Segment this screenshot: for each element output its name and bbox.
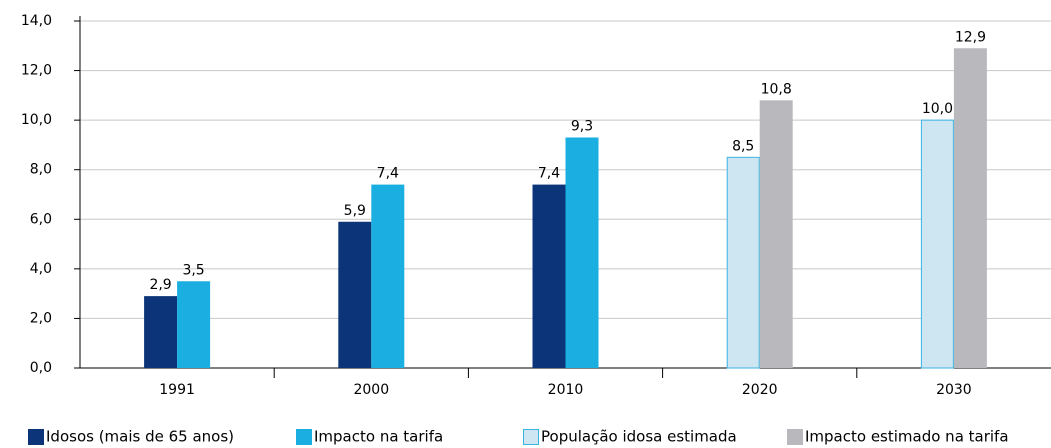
bar	[338, 221, 372, 368]
bar	[759, 100, 793, 369]
value-label: 2,9	[149, 277, 171, 293]
value-label: 7,4	[377, 166, 399, 182]
value-label: 10,8	[761, 81, 792, 97]
legend-swatch	[28, 429, 44, 445]
bar	[177, 281, 211, 368]
y-tick-label: 4,0	[30, 261, 52, 277]
legend-label: Idosos (mais de 65 anos)	[46, 428, 234, 446]
value-label: 10,0	[922, 101, 953, 117]
x-tick-label: 2030	[936, 382, 972, 398]
value-label: 7,4	[538, 166, 560, 182]
legend-swatch	[296, 429, 312, 445]
y-tick-label: 12,0	[21, 63, 52, 79]
y-tick-label: 0,0	[30, 360, 52, 376]
legend-label: Impacto estimado na tarifa	[805, 428, 1009, 446]
y-tick-label: 2,0	[30, 310, 52, 326]
legend-label: População idosa estimada	[541, 428, 737, 446]
x-tick-label: 2020	[742, 382, 778, 398]
y-tick-label: 10,0	[21, 112, 52, 128]
value-label: 5,9	[344, 203, 366, 219]
y-tick-label: 8,0	[30, 162, 52, 178]
bar	[371, 184, 405, 368]
legend-swatch	[523, 429, 539, 445]
legend-label: Impacto na tarifa	[314, 428, 443, 446]
legend-swatch	[787, 429, 803, 445]
x-tick-label: 1991	[159, 382, 195, 398]
x-tick-label: 2000	[353, 382, 389, 398]
y-tick-label: 14,0	[21, 13, 52, 29]
y-tick-label: 6,0	[30, 211, 52, 227]
bar	[144, 296, 178, 368]
bar	[920, 119, 954, 369]
bar	[953, 48, 987, 369]
x-tick-label: 2010	[548, 382, 584, 398]
bar	[565, 137, 599, 368]
value-label: 12,9	[955, 29, 986, 45]
value-label: 3,5	[182, 262, 204, 278]
bar	[532, 184, 566, 368]
value-label: 9,3	[571, 118, 593, 134]
value-label: 8,5	[732, 138, 754, 154]
bar	[726, 156, 760, 369]
